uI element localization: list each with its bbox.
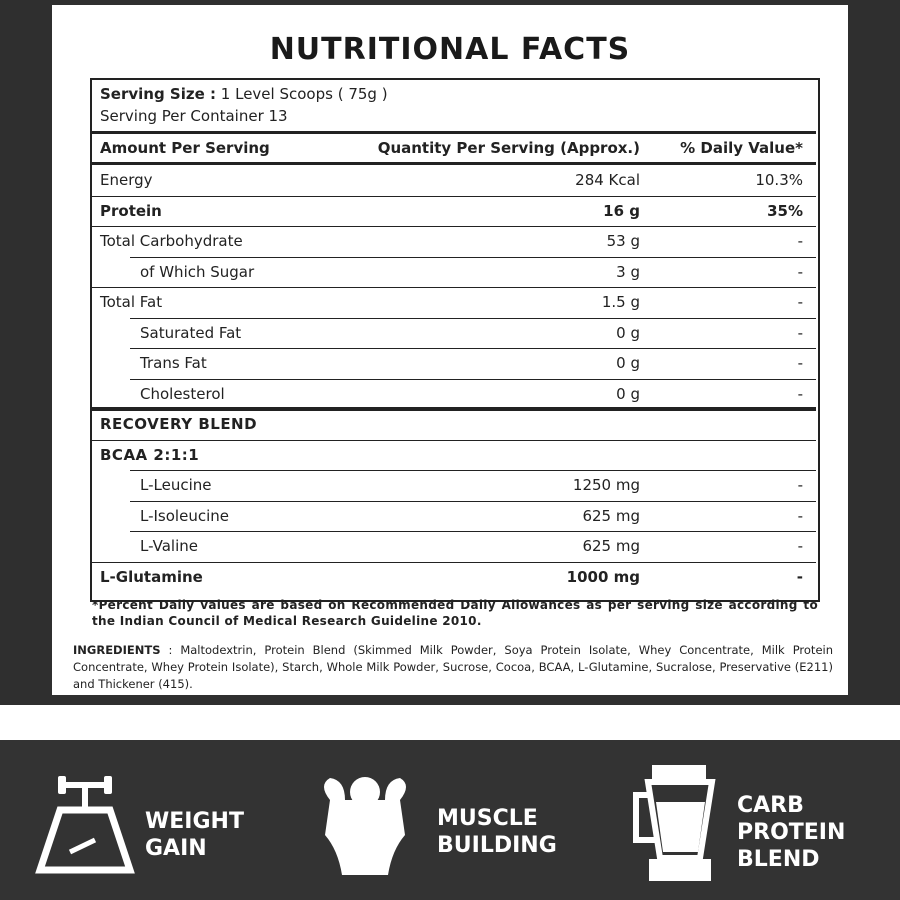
daily-value: - <box>797 293 803 311</box>
daily-value: - <box>797 323 803 342</box>
daily-value: - <box>796 567 803 586</box>
feature-line: PROTEIN <box>737 820 846 845</box>
column-header: Quantity Per Serving (Approx.) <box>377 139 640 157</box>
rule <box>130 500 816 502</box>
row-label: Saturated Fat <box>140 323 242 342</box>
rule <box>92 561 816 563</box>
row-label: RECOVERY BLEND <box>100 415 258 433</box>
daily-value: - <box>797 537 803 555</box>
rule <box>130 531 816 532</box>
column-header: Amount Per Serving <box>100 139 270 157</box>
row-label: Total Fat <box>100 293 163 311</box>
row-label: L-Valine <box>140 537 198 555</box>
footnote: *Percent Daily values are based on Recom… <box>92 598 818 628</box>
rule <box>92 195 816 197</box>
quantity: 1000 mg <box>566 567 640 586</box>
daily-value: - <box>797 476 803 494</box>
facts-box <box>90 78 820 602</box>
row-label: BCAA 2:1:1 <box>100 445 200 464</box>
ingredients: INGREDIENTS : Maltodextrin, Protein Blen… <box>73 642 833 693</box>
quantity: 0 g <box>616 354 640 372</box>
row-label: L-Leucine <box>140 476 212 494</box>
serving-per-container: Serving Per Container 13 <box>100 107 288 125</box>
feature-line: WEIGHT <box>145 809 244 834</box>
feature-label: CARB PROTEIN BLEND <box>737 792 845 873</box>
rule <box>130 256 816 258</box>
rule <box>130 470 816 471</box>
daily-value: - <box>797 354 803 372</box>
feature-band <box>0 740 900 900</box>
quantity: 1250 mg <box>572 476 640 494</box>
row-label: L-Isoleucine <box>140 506 229 525</box>
quantity: 625 mg <box>582 506 640 525</box>
rule <box>130 348 816 349</box>
rule <box>92 131 816 134</box>
rule <box>92 162 816 165</box>
daily-value: - <box>797 232 803 250</box>
rule <box>92 439 816 441</box>
rule <box>92 226 816 227</box>
feature-line: GAIN <box>145 836 207 861</box>
quantity: 3 g <box>616 262 640 281</box>
ingredients-text: : Maltodextrin, Protein Blend (Skimmed M… <box>73 643 834 691</box>
feature-line: BLEND <box>737 847 820 872</box>
feature-line: CARB <box>737 793 804 818</box>
row-label: Cholesterol <box>140 384 225 403</box>
daily-value: 35% <box>767 201 803 220</box>
blender-icon <box>633 765 716 881</box>
column-header: % Daily Value* <box>680 139 803 157</box>
feature-line: BUILDING <box>437 833 557 858</box>
row-label: Total Carbohydrate <box>100 232 243 250</box>
quantity: 16 g <box>603 201 640 220</box>
rule <box>92 407 816 411</box>
label-panel <box>52 5 848 695</box>
row-label: Trans Fat <box>140 354 207 372</box>
row-label: Energy <box>100 171 153 189</box>
quantity: 1.5 g <box>601 293 640 311</box>
row-label: L-Glutamine <box>100 567 203 586</box>
row-label: Protein <box>100 201 162 220</box>
quantity: 0 g <box>616 384 640 403</box>
daily-value: 10.3% <box>755 171 803 189</box>
muscle-icon <box>324 777 406 875</box>
daily-value: - <box>797 506 803 525</box>
serving-size: Serving Size : 1 Level Scoops ( 75g ) <box>100 85 388 103</box>
weight-icon <box>35 776 135 874</box>
serving-size-value: 1 Level Scoops ( 75g ) <box>220 85 388 103</box>
feature-label: WEIGHT GAIN <box>145 808 244 862</box>
feature-line: MUSCLE <box>437 806 538 831</box>
daily-value: - <box>797 384 803 403</box>
rule <box>130 378 816 380</box>
quantity: 53 g <box>606 232 640 250</box>
quantity: 0 g <box>616 323 640 342</box>
feature-label: MUSCLE BUILDING <box>437 805 557 859</box>
title: NUTRITIONAL FACTS <box>269 32 631 67</box>
serving-size-label: Serving Size : <box>100 85 217 103</box>
ingredients-label: INGREDIENTS <box>73 643 161 657</box>
rule <box>130 317 816 319</box>
quantity: 625 mg <box>582 537 640 555</box>
rule <box>92 287 816 288</box>
feature-icons <box>35 765 716 881</box>
row-label: of Which Sugar <box>140 262 255 281</box>
quantity: 284 Kcal <box>575 171 640 189</box>
daily-value: - <box>797 262 803 281</box>
